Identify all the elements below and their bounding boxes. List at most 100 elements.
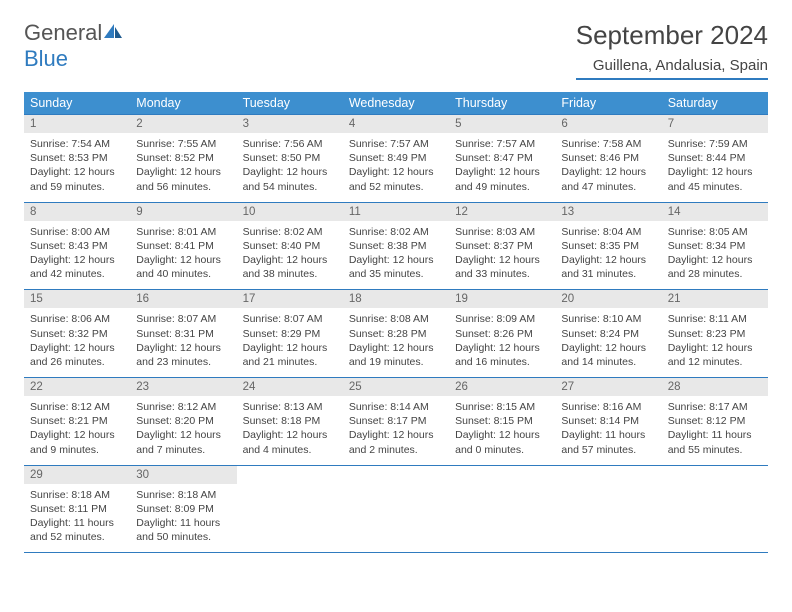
day-line-d2: and 7 minutes. (136, 443, 230, 457)
day-line-ss: Sunset: 8:53 PM (30, 151, 124, 165)
day-body: Sunrise: 8:01 AMSunset: 8:41 PMDaylight:… (130, 221, 236, 290)
day-line-d1: Daylight: 12 hours (30, 165, 124, 179)
day-body: Sunrise: 8:12 AMSunset: 8:21 PMDaylight:… (24, 396, 130, 465)
day-line-ss: Sunset: 8:43 PM (30, 239, 124, 253)
logo: General Blue (24, 20, 124, 72)
day-line-d1: Daylight: 12 hours (243, 165, 337, 179)
day-line-ss: Sunset: 8:37 PM (455, 239, 549, 253)
day-line-d2: and 42 minutes. (30, 267, 124, 281)
day-line-sr: Sunrise: 7:59 AM (668, 137, 762, 151)
day-number: 5 (449, 115, 555, 133)
day-body: Sunrise: 8:18 AMSunset: 8:11 PMDaylight:… (24, 484, 130, 553)
calendar-day-cell: 26Sunrise: 8:15 AMSunset: 8:15 PMDayligh… (449, 378, 555, 466)
day-line-sr: Sunrise: 8:13 AM (243, 400, 337, 414)
day-body: Sunrise: 8:07 AMSunset: 8:29 PMDaylight:… (237, 308, 343, 377)
day-line-d2: and 52 minutes. (30, 530, 124, 544)
day-line-d1: Daylight: 12 hours (455, 428, 549, 442)
day-line-ss: Sunset: 8:40 PM (243, 239, 337, 253)
day-number: 10 (237, 203, 343, 221)
weekday-header: Sunday (24, 92, 130, 115)
day-line-d2: and 31 minutes. (561, 267, 655, 281)
day-line-ss: Sunset: 8:49 PM (349, 151, 443, 165)
day-line-d2: and 21 minutes. (243, 355, 337, 369)
day-body: Sunrise: 8:04 AMSunset: 8:35 PMDaylight:… (555, 221, 661, 290)
day-line-d2: and 49 minutes. (455, 180, 549, 194)
calendar-week-row: 29Sunrise: 8:18 AMSunset: 8:11 PMDayligh… (24, 465, 768, 553)
day-number: 18 (343, 290, 449, 308)
day-line-d1: Daylight: 12 hours (349, 165, 443, 179)
day-line-ss: Sunset: 8:47 PM (455, 151, 549, 165)
calendar-day-cell: 7Sunrise: 7:59 AMSunset: 8:44 PMDaylight… (662, 115, 768, 203)
sail-icon (102, 22, 124, 40)
day-number: 29 (24, 466, 130, 484)
day-line-d2: and 45 minutes. (668, 180, 762, 194)
day-line-d2: and 56 minutes. (136, 180, 230, 194)
calendar-day-cell: 15Sunrise: 8:06 AMSunset: 8:32 PMDayligh… (24, 290, 130, 378)
day-line-d2: and 47 minutes. (561, 180, 655, 194)
day-line-ss: Sunset: 8:28 PM (349, 327, 443, 341)
day-body: Sunrise: 8:07 AMSunset: 8:31 PMDaylight:… (130, 308, 236, 377)
calendar-day-cell: 12Sunrise: 8:03 AMSunset: 8:37 PMDayligh… (449, 202, 555, 290)
day-line-ss: Sunset: 8:11 PM (30, 502, 124, 516)
calendar-day-cell: 20Sunrise: 8:10 AMSunset: 8:24 PMDayligh… (555, 290, 661, 378)
day-line-sr: Sunrise: 8:04 AM (561, 225, 655, 239)
calendar-day-cell: 4Sunrise: 7:57 AMSunset: 8:49 PMDaylight… (343, 115, 449, 203)
calendar-day-cell: 10Sunrise: 8:02 AMSunset: 8:40 PMDayligh… (237, 202, 343, 290)
calendar-day-cell: 24 Sunrise: 8:13 AMSunset: 8:18 PMDayligh… (237, 378, 343, 466)
day-line-d2: and 35 minutes. (349, 267, 443, 281)
calendar-day-cell: 2Sunrise: 7:55 AMSunset: 8:52 PMDaylight… (130, 115, 236, 203)
day-line-ss: Sunset: 8:50 PM (243, 151, 337, 165)
day-number: 22 (24, 378, 130, 396)
day-body: Sunrise: 8:05 AMSunset: 8:34 PMDaylight:… (662, 221, 768, 290)
day-line-sr: Sunrise: 7:58 AM (561, 137, 655, 151)
weekday-header: Tuesday (237, 92, 343, 115)
calendar-day-cell: 14Sunrise: 8:05 AMSunset: 8:34 PMDayligh… (662, 202, 768, 290)
day-line-sr: Sunrise: 8:18 AM (30, 488, 124, 502)
day-line-sr: Sunrise: 8:12 AM (136, 400, 230, 414)
calendar-day-cell: 30Sunrise: 8:18 AMSunset: 8:09 PMDayligh… (130, 465, 236, 553)
day-number: 19 (449, 290, 555, 308)
calendar-day-cell: 18Sunrise: 8:08 AMSunset: 8:28 PMDayligh… (343, 290, 449, 378)
day-line-d1: Daylight: 12 hours (455, 253, 549, 267)
day-line-sr: Sunrise: 8:00 AM (30, 225, 124, 239)
calendar-day-cell: .. (555, 465, 661, 553)
day-line-d2: and 52 minutes. (349, 180, 443, 194)
day-number: 16 (130, 290, 236, 308)
calendar-week-row: 15Sunrise: 8:06 AMSunset: 8:32 PMDayligh… (24, 290, 768, 378)
calendar-day-cell: 19Sunrise: 8:09 AMSunset: 8:26 PMDayligh… (449, 290, 555, 378)
day-line-d1: Daylight: 12 hours (349, 253, 443, 267)
calendar-day-cell: 17Sunrise: 8:07 AMSunset: 8:29 PMDayligh… (237, 290, 343, 378)
day-body: Sunrise: 8:15 AMSunset: 8:15 PMDaylight:… (449, 396, 555, 465)
day-line-ss: Sunset: 8:23 PM (668, 327, 762, 341)
day-body: Sunrise: 7:57 AMSunset: 8:47 PMDaylight:… (449, 133, 555, 202)
day-line-d1: Daylight: 12 hours (243, 428, 337, 442)
weekday-header: Friday (555, 92, 661, 115)
day-body: Sunrise: 7:59 AMSunset: 8:44 PMDaylight:… (662, 133, 768, 202)
calendar-week-row: 1Sunrise: 7:54 AMSunset: 8:53 PMDaylight… (24, 115, 768, 203)
day-line-ss: Sunset: 8:52 PM (136, 151, 230, 165)
day-body: Sunrise: 7:55 AMSunset: 8:52 PMDaylight:… (130, 133, 236, 202)
day-line-ss: Sunset: 8:17 PM (349, 414, 443, 428)
calendar-table: Sunday Monday Tuesday Wednesday Thursday… (24, 92, 768, 553)
day-line-d1: Daylight: 12 hours (30, 428, 124, 442)
day-line-ss: Sunset: 8:38 PM (349, 239, 443, 253)
calendar-week-row: 22Sunrise: 8:12 AMSunset: 8:21 PMDayligh… (24, 378, 768, 466)
day-line-d2: and 33 minutes. (455, 267, 549, 281)
day-line-sr: Sunrise: 8:12 AM (30, 400, 124, 414)
day-line-d1: Daylight: 12 hours (349, 428, 443, 442)
calendar-day-cell: .. (662, 465, 768, 553)
month-title: September 2024 (576, 20, 768, 51)
calendar-day-cell: 13Sunrise: 8:04 AMSunset: 8:35 PMDayligh… (555, 202, 661, 290)
day-line-d1: Daylight: 11 hours (30, 516, 124, 530)
day-number: 24 (237, 378, 343, 396)
day-line-sr: Sunrise: 8:16 AM (561, 400, 655, 414)
calendar-day-cell: 29Sunrise: 8:18 AMSunset: 8:11 PMDayligh… (24, 465, 130, 553)
day-number: 26 (449, 378, 555, 396)
day-line-ss: Sunset: 8:24 PM (561, 327, 655, 341)
day-line-ss: Sunset: 8:18 PM (243, 414, 337, 428)
day-line-d1: Daylight: 12 hours (30, 253, 124, 267)
calendar-day-cell: .. (449, 465, 555, 553)
day-line-ss: Sunset: 8:21 PM (30, 414, 124, 428)
day-line-ss: Sunset: 8:46 PM (561, 151, 655, 165)
day-line-ss: Sunset: 8:15 PM (455, 414, 549, 428)
